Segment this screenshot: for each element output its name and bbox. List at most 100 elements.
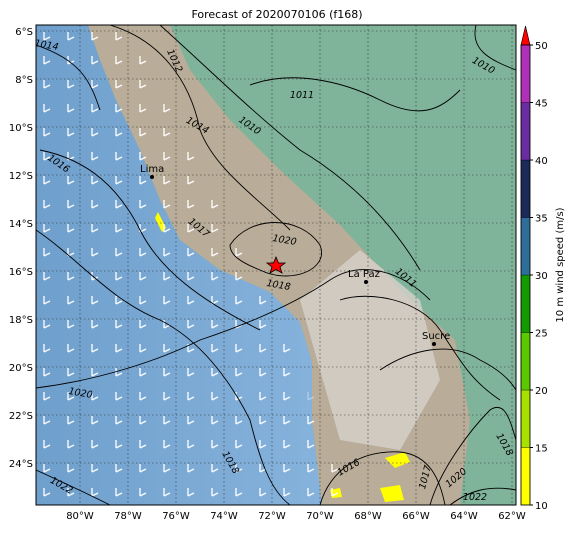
colorbar-tick-label: 30 — [535, 271, 548, 282]
wind-barb — [211, 488, 219, 497]
wind-barb — [67, 464, 75, 473]
wind-barb — [115, 176, 123, 185]
wind-barb — [163, 176, 171, 185]
wind-barb — [211, 200, 219, 209]
wind-barb — [115, 392, 123, 401]
wind-barb — [91, 152, 99, 161]
lat-label: 24°S — [9, 459, 33, 470]
wind-barb — [187, 224, 195, 233]
wind-barb — [235, 392, 243, 401]
isobar — [379, 348, 516, 391]
wind-barb — [115, 200, 123, 209]
wind-barb — [115, 344, 123, 353]
wind-barb — [307, 440, 315, 449]
wind-barb — [43, 416, 51, 425]
wind-barb — [259, 320, 267, 329]
isobar — [109, 25, 291, 231]
isobar — [36, 469, 111, 505]
contour-label: 1018 — [266, 278, 292, 293]
wind-barb — [43, 344, 51, 353]
wind-barb — [163, 248, 171, 257]
lon-label: 68°W — [354, 511, 382, 522]
wind-barb — [115, 416, 123, 425]
wind-barb — [115, 464, 123, 473]
wind-barb — [235, 344, 243, 353]
lon-label: 66°W — [402, 511, 430, 522]
wind-barb — [139, 416, 147, 425]
wind-barb — [259, 296, 267, 305]
contour-label: 1011 — [290, 90, 314, 101]
contour-label: 1020 — [272, 233, 298, 248]
wind-barb — [67, 104, 75, 113]
colorbar-segment — [520, 389, 531, 448]
lon-label: 74°W — [210, 511, 238, 522]
wind-barb — [331, 488, 339, 497]
wind-barb — [115, 32, 123, 41]
wind-barb — [139, 56, 147, 65]
colorbar-tick-label: 35 — [535, 214, 548, 225]
colorbar-segment — [520, 44, 531, 103]
colorbar-segment — [520, 447, 531, 506]
lat-label: 16°S — [9, 267, 33, 278]
wind-barb — [211, 272, 219, 281]
wind-barb — [187, 272, 195, 281]
wind-barb — [91, 56, 99, 65]
isobar — [229, 222, 322, 277]
wind-barb — [139, 488, 147, 497]
altiplano — [300, 250, 440, 450]
wind-barb — [67, 80, 75, 89]
wind-barb — [91, 104, 99, 113]
wind-barb — [163, 416, 171, 425]
wind-barb — [259, 344, 267, 353]
wind-barb — [139, 344, 147, 353]
wind-barb — [91, 224, 99, 233]
wind-barb — [43, 440, 51, 449]
wind-barb — [187, 488, 195, 497]
lon-label: 70°W — [306, 511, 334, 522]
lon-label: 80°W — [66, 511, 94, 522]
wind-barb — [139, 80, 147, 89]
lat-label: 12°S — [9, 171, 33, 182]
wind-barb — [235, 488, 243, 497]
wind-barb — [235, 440, 243, 449]
colorbar-tick-label: 10 — [535, 501, 548, 512]
wind-barb — [139, 152, 147, 161]
colorbar-segment — [520, 332, 531, 391]
wind-barb — [67, 200, 75, 209]
wind-barb — [307, 464, 315, 473]
isobar — [474, 25, 516, 71]
wind-barb — [139, 200, 147, 209]
wind-barb — [115, 224, 123, 233]
wind-barb — [163, 464, 171, 473]
wind-barb — [91, 32, 99, 41]
colorbar-segment — [520, 274, 531, 333]
wind-barb — [43, 152, 51, 161]
wind-barb — [259, 416, 267, 425]
wind-barb — [139, 272, 147, 281]
wind-barb — [43, 176, 51, 185]
wind-barb — [67, 440, 75, 449]
wind-barb — [43, 488, 51, 497]
wind-barb — [67, 32, 75, 41]
wind-barb — [235, 464, 243, 473]
lat-label: 22°S — [9, 411, 33, 422]
wind-barb — [43, 248, 51, 257]
colorbar-frame — [520, 44, 531, 506]
wind-barb — [283, 392, 291, 401]
lon-label: 78°W — [114, 511, 142, 522]
wind-barb — [283, 368, 291, 377]
wind-barb — [163, 128, 171, 137]
colorbar-tick-label: 45 — [535, 99, 548, 110]
wind-barb — [91, 440, 99, 449]
wind-barb — [163, 392, 171, 401]
wind-barb — [163, 200, 171, 209]
wind-barb — [67, 128, 75, 137]
wind-barb — [67, 368, 75, 377]
wind-spot — [155, 212, 166, 232]
wind-barb — [283, 464, 291, 473]
lat-label: 8°S — [15, 75, 33, 86]
wind-barb — [91, 368, 99, 377]
wind-barb — [187, 440, 195, 449]
wind-barb — [43, 392, 51, 401]
